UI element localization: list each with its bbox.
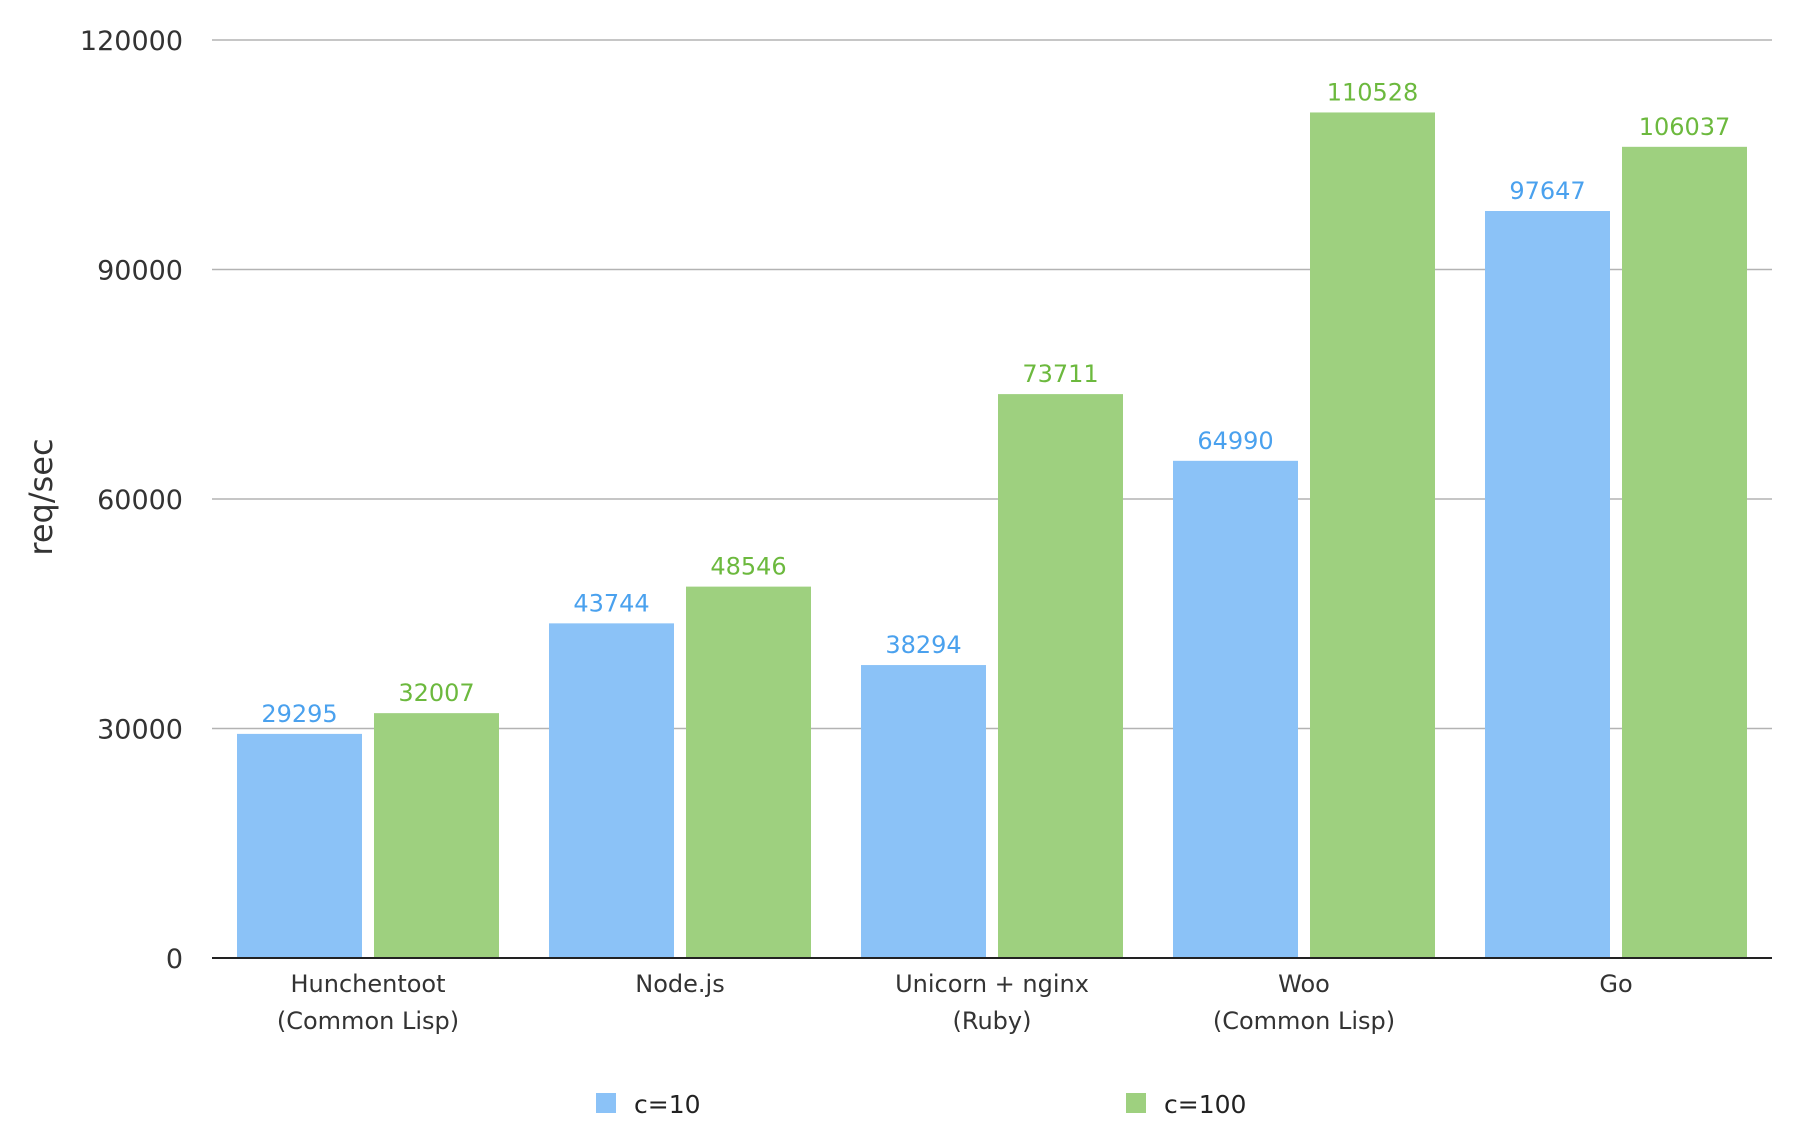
data-label: 73711 bbox=[1022, 360, 1098, 388]
y-tick-label: 0 bbox=[166, 944, 183, 975]
y-tick-label: 120000 bbox=[80, 26, 183, 57]
x-category-label: Unicorn + nginx bbox=[895, 970, 1089, 998]
data-label: 97647 bbox=[1509, 177, 1585, 205]
x-category-label: Go bbox=[1599, 970, 1632, 998]
bar-c=100-1 bbox=[686, 586, 811, 958]
bar-c=10-4 bbox=[1485, 211, 1610, 959]
bar-c=10-1 bbox=[549, 623, 674, 958]
x-axis-category-labels: Hunchentoot (Common Lisp) Node.js Unicorn +… bbox=[277, 970, 1633, 1035]
legend-label: c=100 bbox=[1164, 1090, 1246, 1119]
x-category-label: Woo bbox=[1278, 970, 1330, 998]
legend-swatch bbox=[1126, 1093, 1146, 1113]
data-label: 110528 bbox=[1327, 78, 1419, 106]
x-category-label: Node.js bbox=[635, 970, 724, 998]
bar-c=10-2 bbox=[861, 665, 986, 958]
y-tick-label: 90000 bbox=[97, 256, 183, 287]
y-tick-label: 30000 bbox=[97, 715, 183, 746]
legend-label: c=10 bbox=[634, 1090, 701, 1119]
data-label: 43744 bbox=[573, 589, 649, 617]
bar-c=10-3 bbox=[1173, 460, 1298, 958]
x-category-label: (Ruby) bbox=[953, 1007, 1032, 1035]
x-category-label: (Common Lisp) bbox=[1213, 1007, 1395, 1035]
bar-c=100-4 bbox=[1622, 146, 1747, 958]
bar-c=100-2 bbox=[998, 394, 1123, 958]
bar-c=100-3 bbox=[1310, 112, 1435, 958]
legend-swatch bbox=[596, 1093, 616, 1113]
data-label: 64990 bbox=[1197, 427, 1273, 455]
x-category-label: Hunchentoot bbox=[290, 970, 445, 998]
data-label: 106037 bbox=[1639, 113, 1731, 141]
y-axis-ticks: 0 30000 60000 90000 120000 bbox=[80, 26, 183, 975]
bar-c=100-0 bbox=[374, 713, 499, 958]
data-labels: 29295 43744 38294 64990 97647 32007 48546 73711… bbox=[261, 78, 1730, 727]
data-label: 38294 bbox=[885, 631, 961, 659]
data-label: 29295 bbox=[261, 700, 337, 728]
y-axis-label: req/sec bbox=[22, 438, 60, 555]
data-label: 32007 bbox=[398, 679, 474, 707]
y-tick-label: 60000 bbox=[97, 485, 183, 516]
bar-c=10-0 bbox=[237, 733, 362, 958]
data-label: 48546 bbox=[710, 553, 786, 581]
legend: c=10 c=100 bbox=[596, 1090, 1246, 1119]
x-category-label: (Common Lisp) bbox=[277, 1007, 459, 1035]
bars bbox=[237, 112, 1747, 959]
